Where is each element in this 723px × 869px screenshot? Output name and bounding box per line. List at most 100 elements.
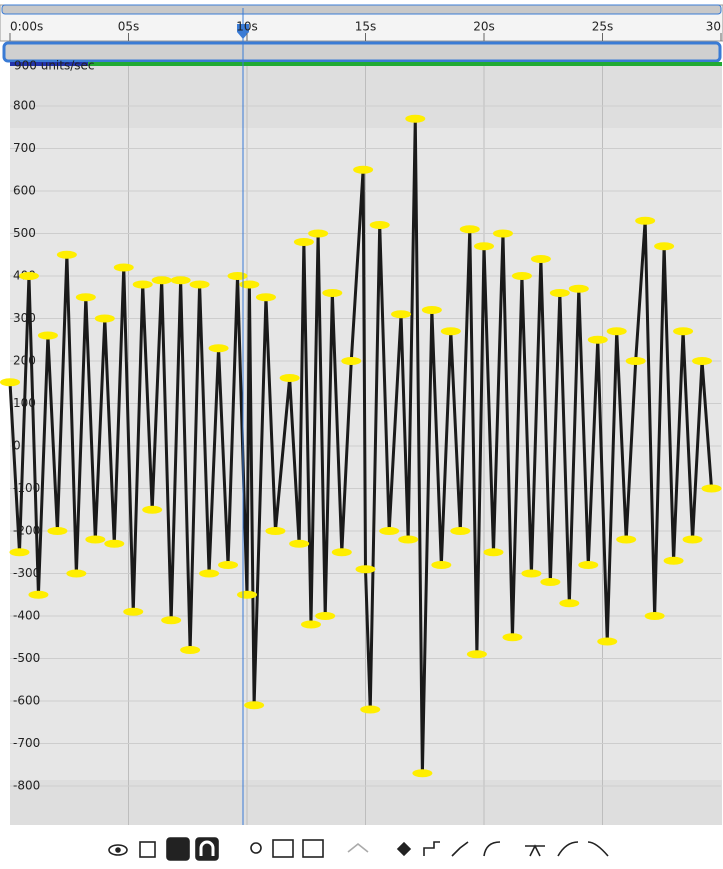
keyframe <box>123 607 144 616</box>
keyframe <box>308 229 329 238</box>
keyframe <box>431 561 452 569</box>
y-tick-label: 800 <box>13 99 36 113</box>
keyframe <box>355 565 376 574</box>
keyframe <box>353 165 374 174</box>
linear-icon[interactable] <box>451 841 469 857</box>
fit-all-icon[interactable] <box>302 839 324 858</box>
keyframe <box>682 535 703 544</box>
keyframe <box>450 527 471 535</box>
keyframe <box>180 646 201 654</box>
fit-selection-icon[interactable] <box>272 839 294 858</box>
keyframe <box>701 484 722 493</box>
y-tick-label: -400 <box>13 609 40 623</box>
keyframe <box>692 357 713 365</box>
keyframe <box>265 527 286 535</box>
keyframe <box>625 357 646 365</box>
keyframe <box>511 272 532 280</box>
keyframe <box>28 590 49 599</box>
keyframe <box>421 306 442 314</box>
ease-out-icon[interactable] <box>587 841 609 857</box>
zoom-scrollbar[interactable] <box>2 41 722 63</box>
green-bar <box>10 62 722 66</box>
y-tick-label: 300 <box>13 311 36 325</box>
keyframe <box>466 650 487 659</box>
keyframe <box>635 216 656 225</box>
easy-ease-icon[interactable] <box>525 844 545 857</box>
keyframe <box>132 280 153 289</box>
keyframe <box>66 569 87 578</box>
keyframe <box>502 633 523 642</box>
keyframe <box>440 327 461 336</box>
keyframe <box>37 331 58 340</box>
work-area-bar[interactable] <box>1 4 722 15</box>
keyframe <box>244 701 265 710</box>
keyframe <box>492 229 513 238</box>
keyframe <box>279 374 300 382</box>
keyframe <box>644 612 665 620</box>
keyframe <box>398 535 419 544</box>
keyframe <box>616 535 637 544</box>
keyframe <box>151 276 172 285</box>
keyframe-icon[interactable] <box>396 841 412 857</box>
keyframe <box>289 539 310 548</box>
keyframe <box>673 327 694 336</box>
auto-bezier-icon[interactable] <box>483 841 501 857</box>
y-tick-label: 600 <box>13 184 36 198</box>
keyframe <box>540 578 561 586</box>
keyframe <box>322 289 343 297</box>
keyframe <box>360 705 381 714</box>
keyframe <box>405 114 426 123</box>
toolbar <box>108 837 609 861</box>
keyframe <box>483 548 504 557</box>
keyframe <box>459 225 480 234</box>
keyframe <box>0 378 20 387</box>
keyframe <box>47 527 68 535</box>
keyframe <box>341 357 362 365</box>
keyframe <box>9 548 30 557</box>
y-tick-label: -300 <box>13 566 40 580</box>
y-tick-label: 500 <box>13 226 36 240</box>
keyframe <box>255 293 276 302</box>
keyframe <box>161 616 182 625</box>
ease-in-icon[interactable] <box>557 841 579 857</box>
playhead[interactable] <box>237 24 249 39</box>
keyframe <box>530 255 551 263</box>
zoom-icon[interactable] <box>250 842 262 854</box>
keyframe <box>142 505 163 514</box>
keyframe <box>606 327 627 336</box>
keyframe <box>568 284 589 293</box>
y-tick-label: 0 <box>13 439 21 453</box>
unit-label: 900 units/sec <box>14 59 95 73</box>
keyframe <box>597 637 618 646</box>
keyframe <box>559 599 580 608</box>
keyframe <box>104 539 125 548</box>
keyframe <box>369 221 390 229</box>
y-tick-label: -100 <box>13 481 40 495</box>
keyframe <box>549 289 570 297</box>
blue-bar <box>10 62 88 66</box>
ruler-label: 0:00s <box>10 20 43 34</box>
eye-icon[interactable] <box>108 844 128 856</box>
y-tick-label: -800 <box>13 779 40 793</box>
snap-icon[interactable] <box>166 837 190 861</box>
keyframe <box>521 569 542 578</box>
magnet-shape <box>199 840 215 856</box>
ruler-label: 15s <box>355 20 377 34</box>
ruler-label: 05s <box>118 20 140 34</box>
hold-icon[interactable] <box>423 841 440 856</box>
keyframe <box>189 280 210 289</box>
ruler-label: 30 <box>706 20 721 34</box>
keyframe <box>218 561 239 569</box>
keyframe <box>18 272 39 280</box>
keyframe <box>170 276 191 285</box>
keyframe <box>587 335 608 344</box>
list-icon[interactable] <box>139 841 156 858</box>
keyframe <box>94 314 115 323</box>
keyframe <box>331 548 352 557</box>
keyframe <box>199 569 220 578</box>
y-tick-label: 700 <box>13 141 36 155</box>
ruler-label: 10s <box>236 20 258 34</box>
keyframe <box>412 769 433 778</box>
keyframe <box>315 612 336 620</box>
